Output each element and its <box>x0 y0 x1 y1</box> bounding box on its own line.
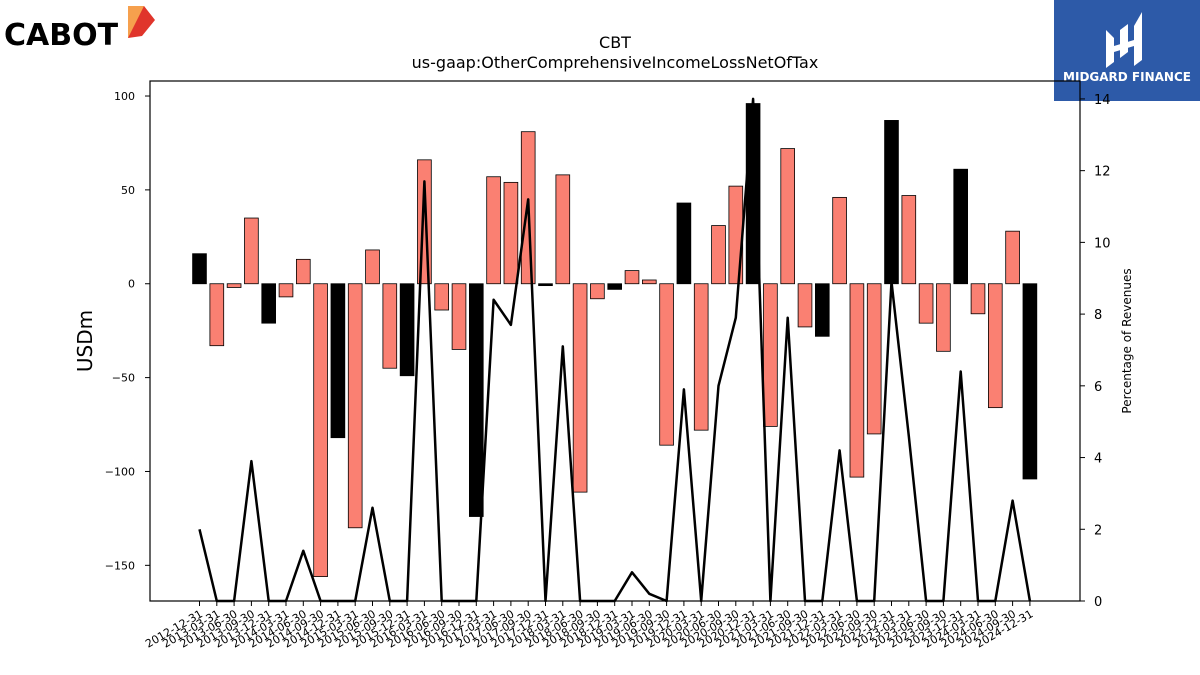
y2-axis-label: Percentage of Revenues <box>1120 268 1134 413</box>
y-tick-label: 50 <box>121 184 135 197</box>
cabot-logo: CABOT <box>4 6 155 53</box>
bar-2016-06-30 <box>434 283 449 311</box>
bar-2013-06-30 <box>226 283 242 288</box>
cabot-logo-text: CABOT <box>4 18 119 53</box>
bar-2021-06-30 <box>780 148 795 285</box>
y-axis: 100 50 0 −50 −100 −150 <box>105 90 150 572</box>
bar-2015-03-31 <box>347 283 363 529</box>
bar-2022-03-31 <box>832 196 847 285</box>
y2-tick-label: 14 <box>1094 93 1111 108</box>
y2-axis: 0 2 4 6 8 10 12 14 <box>1080 93 1111 610</box>
bar-2015-12-31 <box>399 283 415 377</box>
bar-2019-12-31 <box>676 202 692 285</box>
bar-2020-03-31 <box>693 283 709 431</box>
chart-subtitle: us-gaap:OtherComprehensiveIncomeLossNetO… <box>412 53 819 72</box>
bar-2022-09-30 <box>866 283 882 435</box>
bar-2018-12-31 <box>607 283 622 290</box>
bar-2023-12-31 <box>953 168 968 285</box>
bar-2023-06-30 <box>918 283 934 324</box>
bar-2023-03-31 <box>901 195 917 285</box>
y-axis-label: USDm <box>73 310 97 372</box>
bar-2016-12-31 <box>468 283 484 517</box>
midgard-finance-logo: MIDGARD FINANCE <box>1054 0 1200 101</box>
y2-tick-label: 2 <box>1094 523 1102 538</box>
bar-group <box>192 103 1038 577</box>
bar-2014-03-31 <box>278 283 294 298</box>
bar-2017-12-31 <box>538 283 553 287</box>
bar-2019-09-30 <box>659 283 674 446</box>
bar-2014-06-30 <box>295 258 311 285</box>
bar-2020-06-30 <box>711 225 726 285</box>
bar-2015-09-30 <box>382 283 398 369</box>
bar-2015-06-30 <box>365 249 380 285</box>
y2-tick-label: 0 <box>1094 595 1102 610</box>
bar-2021-09-30 <box>797 283 813 328</box>
bar-2016-09-30 <box>451 283 467 350</box>
y2-tick-label: 8 <box>1094 308 1102 323</box>
bar-2013-09-30 <box>244 217 259 285</box>
y2-tick-label: 6 <box>1094 380 1102 395</box>
y-tick-label: 0 <box>128 278 135 291</box>
y-tick-label: 100 <box>114 90 135 103</box>
bar-2019-03-31 <box>624 270 640 285</box>
midgard-logo-text: MIDGARD FINANCE <box>1063 70 1191 84</box>
x-axis: 2012-12-312013-03-312013-06-302013-09-30… <box>143 601 1035 651</box>
bar-2018-06-30 <box>572 283 588 493</box>
bar-2022-06-30 <box>849 283 865 478</box>
bar-2018-03-31 <box>555 174 571 285</box>
bar-2018-09-30 <box>590 283 605 300</box>
bar-2021-12-31 <box>815 283 830 337</box>
bar-2017-06-30 <box>503 181 519 285</box>
bar-2023-09-30 <box>936 283 951 352</box>
bar-2013-03-31 <box>209 283 225 347</box>
bar-2012-12-31 <box>192 253 207 285</box>
bar-2016-03-31 <box>417 159 432 285</box>
y2-tick-label: 10 <box>1094 236 1111 251</box>
bar-2014-09-30 <box>313 283 328 577</box>
y-tick-label: −100 <box>105 465 135 478</box>
bar-2014-12-31 <box>330 283 346 439</box>
bar-2022-12-31 <box>884 120 899 285</box>
bar-2024-03-31 <box>970 283 986 315</box>
bar-2013-12-31 <box>261 283 276 324</box>
chart-title: CBT <box>599 33 631 52</box>
bar-2017-03-31 <box>486 176 501 285</box>
bar-2019-06-30 <box>642 279 657 285</box>
y-tick-label: −150 <box>105 559 135 572</box>
y2-tick-label: 4 <box>1094 452 1102 467</box>
y2-tick-label: 12 <box>1094 165 1111 180</box>
bar-2024-09-30 <box>1005 230 1020 285</box>
midgard-icon: MIDGARD FINANCE <box>1063 12 1191 84</box>
y-tick-label: −50 <box>112 372 135 385</box>
cabot-logo-mark-red <box>128 6 155 38</box>
bar-2024-06-30 <box>988 283 1003 409</box>
bar-2024-12-31 <box>1022 283 1038 480</box>
bar-2021-03-31 <box>763 283 778 427</box>
